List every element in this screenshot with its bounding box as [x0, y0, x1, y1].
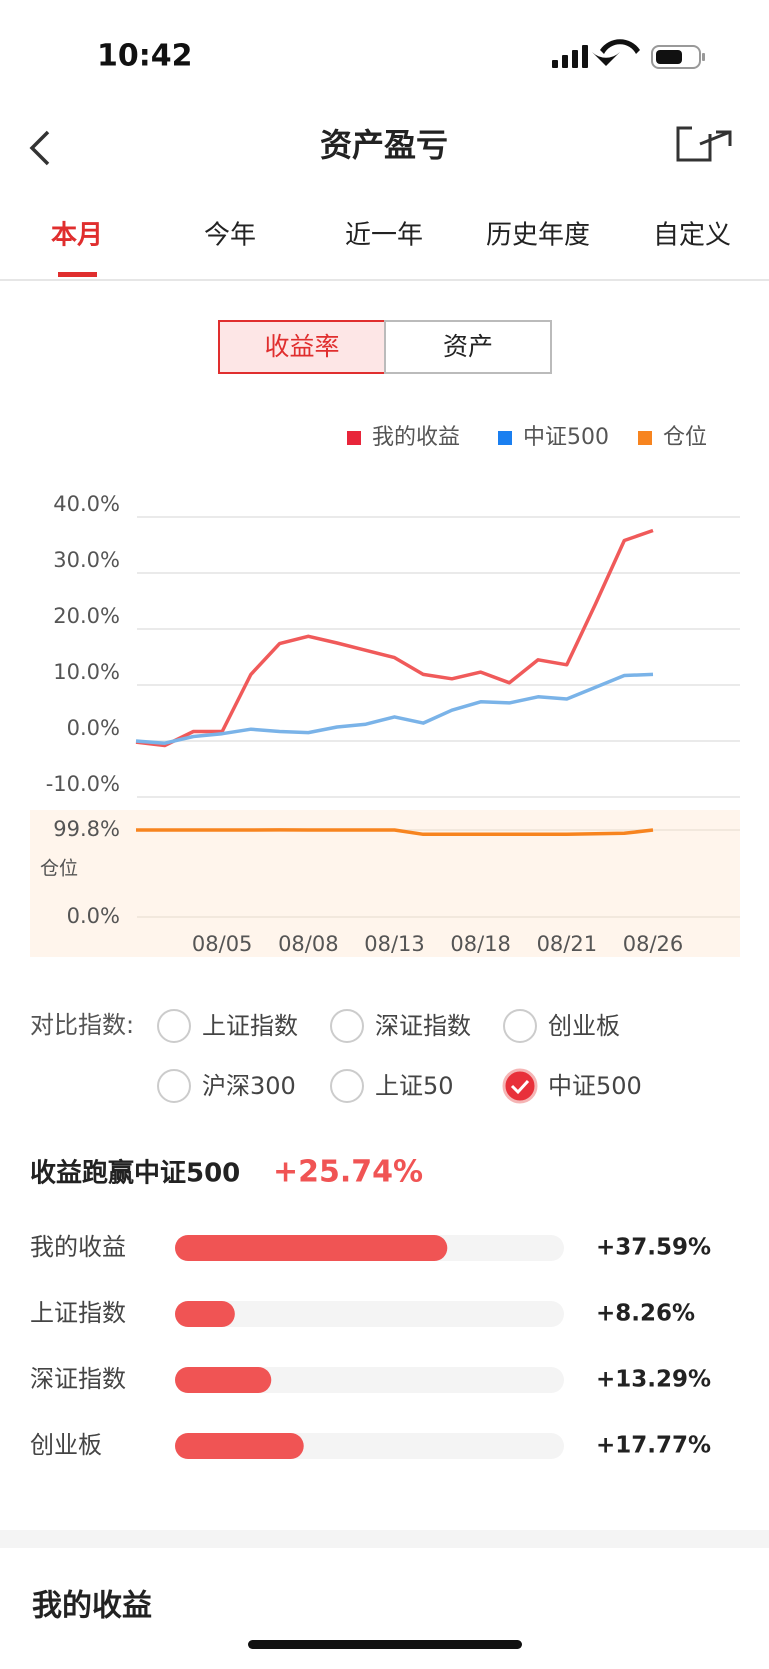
toggle-label[interactable]: 收益率: [264, 332, 339, 361]
x-tick-label: 08/13: [364, 932, 425, 956]
radio-checked[interactable]: [502, 1068, 538, 1104]
summary-value: +25.74%: [273, 1155, 423, 1190]
bar-value: +8.26%: [596, 1301, 695, 1327]
bar-value: +37.59%: [596, 1235, 711, 1261]
home-indicator: [248, 1640, 522, 1649]
bar: [175, 1301, 235, 1327]
bar-value: +13.29%: [596, 1367, 711, 1393]
toggle-active[interactable]: [218, 320, 386, 374]
section-title: 我的收益: [32, 1589, 152, 1624]
tab[interactable]: 历史年度: [486, 221, 590, 251]
y-tick-label: 40.0%: [53, 492, 120, 516]
radio-label[interactable]: 深证指数: [375, 1012, 471, 1040]
y-tick-label: -10.0%: [46, 772, 120, 796]
back-button[interactable]: [29, 130, 50, 166]
radio[interactable]: [503, 1009, 537, 1043]
bar-label: 深证指数: [30, 1365, 126, 1393]
toggle-label[interactable]: 资产: [443, 332, 493, 361]
bar: [175, 1433, 304, 1459]
tab[interactable]: 近一年: [345, 221, 423, 251]
status-time: 10:42: [97, 39, 193, 74]
bar-label: 创业板: [30, 1431, 102, 1459]
page-title: 资产盈亏: [320, 126, 448, 164]
y2-tick-label: 0.0%: [67, 904, 120, 928]
y-tick-label: 30.0%: [53, 548, 120, 572]
section-gap: [0, 1530, 769, 1548]
bar-label: 上证指数: [30, 1299, 126, 1327]
legend-swatch: [498, 431, 512, 445]
bar: [175, 1367, 272, 1393]
radio[interactable]: [330, 1009, 364, 1043]
legend-swatch: [347, 431, 361, 445]
legend-label: 我的收益: [372, 425, 460, 450]
bar: [175, 1235, 448, 1261]
radio-label[interactable]: 上证指数: [202, 1012, 298, 1040]
y-tick-label: 10.0%: [53, 660, 120, 684]
status-icons: [552, 39, 705, 69]
y-tick-label: 0.0%: [67, 716, 120, 740]
bar-value: +17.77%: [596, 1433, 711, 1459]
radio-label[interactable]: 沪深300: [202, 1072, 296, 1100]
share-button[interactable]: [676, 126, 732, 162]
y-tick-label: 20.0%: [53, 604, 120, 628]
tab-indicator: [58, 272, 97, 277]
tab[interactable]: 今年: [204, 221, 256, 251]
radio-label[interactable]: 中证500: [548, 1072, 642, 1100]
summary-title: 收益跑赢中证500: [30, 1158, 240, 1189]
series-line: [135, 672, 654, 745]
radio-label[interactable]: 上证50: [375, 1072, 454, 1100]
x-tick-label: 08/05: [192, 932, 253, 956]
tab[interactable]: 自定义: [653, 221, 731, 251]
series-line: [136, 828, 654, 837]
radio[interactable]: [157, 1069, 191, 1103]
bar-label: 我的收益: [30, 1233, 126, 1261]
bar-track: [175, 1367, 564, 1393]
legend-label: 仓位: [663, 425, 707, 450]
radio-label[interactable]: 创业板: [548, 1012, 620, 1040]
radio[interactable]: [330, 1069, 364, 1103]
y2-axis-label: 仓位: [40, 858, 78, 880]
x-tick-label: 08/08: [278, 932, 339, 956]
radio[interactable]: [157, 1009, 191, 1043]
compare-label: 对比指数:: [30, 1011, 134, 1039]
bar-track: [175, 1301, 564, 1327]
x-tick-label: 08/21: [537, 932, 598, 956]
x-tick-label: 08/26: [623, 932, 684, 956]
legend-label: 中证500: [523, 425, 609, 450]
toggle-option[interactable]: [384, 320, 552, 374]
y2-tick-label: 99.8%: [53, 817, 120, 841]
check-mark: [510, 1079, 530, 1095]
series-line: [135, 528, 654, 748]
legend-swatch: [638, 431, 652, 445]
x-tick-label: 08/18: [450, 932, 511, 956]
tab[interactable]: 本月: [51, 221, 103, 251]
